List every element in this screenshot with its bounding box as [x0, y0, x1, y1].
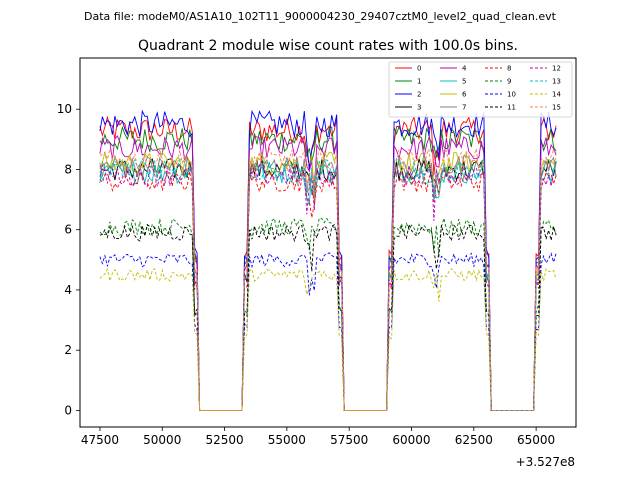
legend-label-4: 4	[462, 65, 467, 73]
series-line-1	[99, 125, 557, 411]
legend-label-11: 11	[507, 104, 516, 112]
series-line-7	[99, 154, 557, 411]
x-tick-label: 62500	[455, 433, 493, 447]
legend-label-2: 2	[417, 91, 421, 99]
legend-label-12: 12	[552, 65, 561, 73]
y-tick-label: 8	[64, 162, 72, 176]
legend-label-13: 13	[552, 78, 561, 86]
legend-label-15: 15	[552, 104, 561, 112]
x-tick-label: 47500	[81, 433, 119, 447]
legend-label-5: 5	[462, 78, 466, 86]
y-axis: 0 2 4 6 8 10	[57, 102, 80, 417]
legend-frame	[388, 61, 573, 118]
x-tick-label: 57500	[330, 433, 368, 447]
series-line-8	[99, 170, 557, 411]
chart-title: Quadrant 2 module wise count rates with …	[138, 38, 518, 54]
suptitle: Data file: modeM0/AS1A10_102T11_90000042…	[84, 10, 557, 23]
x-offset-label: +3.527e8	[516, 455, 575, 469]
y-tick-label: 0	[64, 403, 72, 417]
legend-label-0: 0	[417, 65, 421, 73]
legend-label-9: 9	[507, 78, 511, 86]
axes-frame	[79, 57, 577, 428]
legend-label-6: 6	[462, 91, 467, 99]
x-tick-label: 65000	[517, 433, 555, 447]
y-tick-label: 2	[64, 343, 72, 357]
y-tick-label: 10	[57, 102, 72, 116]
x-tick-label: 52500	[205, 433, 243, 447]
legend-label-7: 7	[462, 104, 466, 112]
series-line-10	[99, 252, 557, 411]
series-layer	[99, 109, 557, 411]
legend-label-8: 8	[507, 65, 511, 73]
x-tick-label: 55000	[268, 433, 306, 447]
x-tick-label: 50000	[143, 433, 181, 447]
series-line-13	[99, 156, 557, 411]
plot-area: 47500 50000 52500 55000 57500 60000 62500 65000…	[57, 57, 577, 469]
x-axis: 47500 50000 52500 55000 57500 60000 62500 65000	[81, 427, 555, 447]
series-line-6	[99, 150, 557, 411]
series-line-12	[99, 164, 557, 411]
series-line-15	[99, 147, 557, 411]
legend-label-14: 14	[552, 91, 561, 99]
x-tick-label: 60000	[392, 433, 430, 447]
legend-label-10: 10	[507, 91, 516, 99]
y-tick-label: 4	[64, 283, 72, 297]
series-line-4	[99, 135, 557, 411]
legend-label-3: 3	[417, 104, 421, 112]
series-line-2	[99, 109, 557, 411]
series-line-11	[99, 222, 557, 411]
legend-label-1: 1	[417, 78, 421, 86]
y-tick-label: 6	[64, 223, 72, 237]
